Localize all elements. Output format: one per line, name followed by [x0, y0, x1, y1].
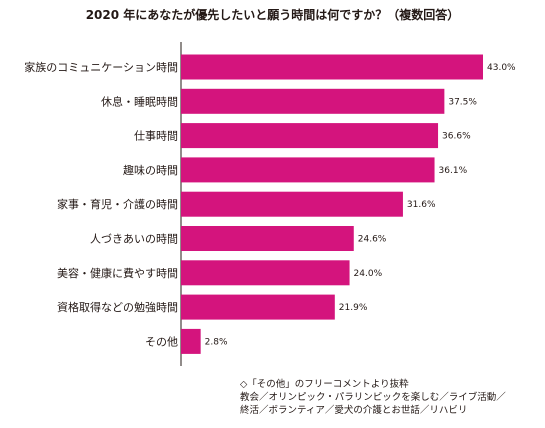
bar — [181, 260, 350, 286]
chart-title: 2020 年にあなたが優先したいと願う時間は何ですか？（複数回答） — [85, 8, 460, 22]
value-label: 43.0% — [487, 63, 516, 73]
note-heading: ◇「その他」のフリーコメントより抜粋 — [240, 379, 409, 390]
bar — [181, 328, 201, 354]
bar — [181, 191, 403, 217]
bar — [181, 54, 483, 80]
bar — [181, 157, 435, 183]
category-label: 美容・健康に費やす時間 — [57, 266, 178, 280]
value-label: 24.0% — [354, 269, 383, 279]
bar — [181, 294, 335, 320]
category-label: 趣味の時間 — [123, 163, 178, 177]
bar — [181, 88, 445, 114]
category-label: 家族のコミュニケーション時間 — [24, 60, 178, 74]
value-label: 21.9% — [339, 303, 368, 313]
note-line: 教会／オリンピック・パラリンピックを楽しむ／ライブ活動／ — [240, 392, 506, 403]
value-label: 36.6% — [442, 132, 471, 142]
category-label: 休息・睡眠時間 — [101, 94, 178, 108]
bars-layer: 家族のコミュニケーション時間 43.0% 休息・睡眠時間 37.5% 仕事時間 36.6%… — [24, 54, 516, 354]
value-label: 2.8% — [205, 337, 228, 347]
value-label: 31.6% — [407, 200, 436, 210]
category-label: 家事・育児・介護の時間 — [57, 197, 178, 211]
value-label: 24.6% — [358, 235, 387, 245]
category-label: その他 — [145, 335, 178, 348]
category-label: 仕事時間 — [134, 130, 178, 143]
bar — [181, 226, 354, 251]
category-label: 資格取得などの勉強時間 — [57, 300, 178, 314]
value-label: 37.5% — [448, 97, 477, 107]
category-label: 人づきあいの時間 — [90, 233, 178, 246]
other-comments-note: ◇「その他」のフリーコメントより抜粋 教会／オリンピック・パラリンピックを楽しむ… — [240, 378, 506, 417]
value-label: 36.1% — [439, 166, 468, 176]
bar — [181, 123, 439, 149]
note-line: 終活／ボランティア／愛犬の介護とお世話／リハビリ — [240, 405, 468, 416]
